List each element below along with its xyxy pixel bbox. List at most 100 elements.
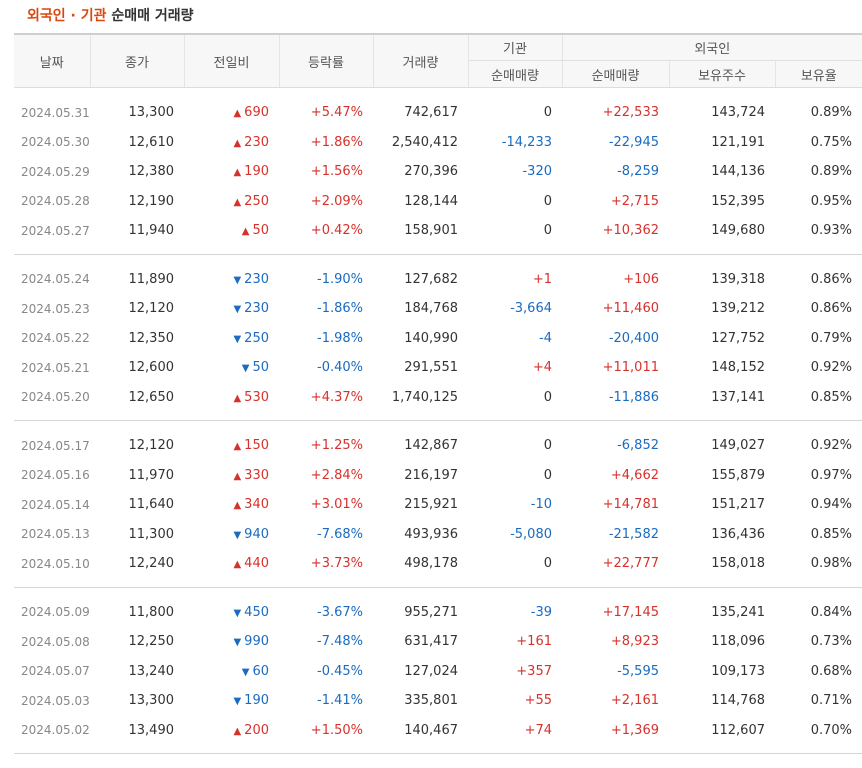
cell-change-value: 190 (244, 693, 269, 709)
cell-holdings: 143,724 (711, 105, 765, 121)
cell-close: 13,300 (128, 105, 175, 121)
cell-volume: 184,768 (404, 301, 458, 317)
cell-change: ▲ 150 (184, 431, 279, 461)
cell-close: 13,300 (128, 693, 175, 709)
table-row: 2024.05.07 13,240 ▼ 60 -0.45% 127,024 +357 -5,5… (14, 657, 862, 687)
cell-foreign-net: +17,145 (602, 604, 659, 620)
cell-inst-net: -39 (530, 604, 552, 620)
cell-rate: +1.50% (310, 722, 363, 738)
cell-close: 11,640 (128, 497, 175, 513)
cell-change-value: 440 (244, 556, 269, 572)
cell-inst-net: -5,080 (510, 526, 552, 542)
table-row: 2024.05.10 12,240 ▲ 440 +3.73% 498,178 0 +22,77… (14, 549, 862, 579)
cell-date: 2024.05.24 (21, 272, 90, 287)
table-row: 2024.05.27 11,940 ▲ 50 +0.42% 158,901 0 +10,362… (14, 216, 862, 246)
cell-date: 2024.05.02 (21, 723, 90, 738)
cell-holdings: 149,680 (711, 223, 765, 239)
cell-close: 12,380 (128, 164, 175, 180)
cell-ratio: 0.85% (810, 526, 853, 542)
cell-rate: -0.40% (317, 360, 363, 376)
table-row: 2024.05.22 12,350 ▼ 250 -1.98% 140,990 -4 -20,4… (14, 324, 862, 354)
cell-foreign-net: +2,715 (610, 193, 659, 209)
cell-rate: -7.48% (317, 634, 363, 650)
cell-volume: 127,682 (404, 271, 458, 287)
cell-ratio: 0.73% (810, 634, 853, 650)
cell-rate: +2.09% (310, 193, 363, 209)
cell-change: ▲ 690 (184, 98, 279, 128)
cell-rate: +3.73% (310, 556, 363, 572)
triangle-down-icon: ▼ (233, 304, 242, 316)
triangle-up-icon: ▲ (233, 196, 242, 208)
cell-inst-net: +357 (516, 663, 552, 679)
cell-rate: +1.86% (310, 134, 363, 150)
cell-volume: 158,901 (404, 223, 458, 239)
cell-close: 12,190 (128, 193, 175, 209)
cell-date: 2024.05.30 (21, 135, 90, 150)
cell-close: 13,490 (128, 722, 175, 738)
cell-inst-net: 0 (543, 105, 552, 121)
cell-ratio: 0.79% (810, 330, 853, 346)
cell-ratio: 0.92% (810, 438, 853, 454)
cell-volume: 291,551 (404, 360, 458, 376)
cell-change: ▼ 450 (184, 598, 279, 628)
cell-rate: -7.68% (317, 526, 363, 542)
cell-change-value: 50 (252, 360, 269, 376)
cell-change: ▲ 230 (184, 128, 279, 158)
cell-holdings: 151,217 (711, 497, 765, 513)
triangle-down-icon: ▼ (233, 333, 242, 345)
cell-date: 2024.05.14 (21, 497, 90, 512)
cell-ratio: 0.85% (810, 389, 853, 405)
cell-rate: -1.41% (317, 693, 363, 709)
cell-holdings: 137,141 (711, 389, 765, 405)
cell-change: ▲ 250 (184, 187, 279, 217)
cell-change-value: 250 (244, 330, 269, 346)
header-rate: 등락률 (278, 33, 373, 88)
triangle-up-icon: ▲ (233, 559, 242, 571)
cell-change: ▲ 190 (184, 157, 279, 187)
table-body: 2024.05.31 13,300 ▲ 690 +5.47% 742,617 0 +22,53… (14, 88, 862, 754)
cell-inst-net: -4 (539, 330, 552, 346)
header-volume: 거래량 (372, 33, 468, 88)
table-row: 2024.05.09 11,800 ▼ 450 -3.67% 955,271 -39 +17,… (14, 598, 862, 628)
cell-change: ▲ 200 (184, 716, 279, 746)
cell-change: ▼ 230 (184, 265, 279, 295)
cell-holdings: 118,096 (711, 634, 765, 650)
cell-volume: 2,540,412 (391, 134, 458, 150)
cell-close: 12,350 (128, 330, 175, 346)
triangle-up-icon: ▲ (233, 441, 242, 453)
cell-volume: 140,467 (404, 722, 458, 738)
header-change: 전일비 (183, 33, 279, 88)
cell-volume: 493,936 (404, 526, 458, 542)
cell-holdings: 136,436 (711, 526, 765, 542)
header-foreign-group: 외국인 (561, 33, 862, 61)
cell-change: ▲ 440 (184, 549, 279, 579)
cell-change: ▲ 50 (184, 216, 279, 246)
table-row: 2024.05.03 13,300 ▼ 190 -1.41% 335,801 +55 +2,1… (14, 686, 862, 716)
cell-holdings: 139,212 (711, 301, 765, 317)
cell-change-value: 530 (244, 389, 269, 405)
cell-rate: +1.25% (310, 438, 363, 454)
table-row: 2024.05.14 11,640 ▲ 340 +3.01% 215,921 -10 +14,… (14, 490, 862, 520)
header-inst-net: 순매매량 (467, 60, 562, 88)
cell-rate: +0.42% (310, 223, 363, 239)
cell-change-value: 190 (244, 164, 269, 180)
triangle-up-icon: ▲ (233, 167, 242, 179)
cell-ratio: 0.84% (810, 604, 853, 620)
cell-change-value: 200 (244, 722, 269, 738)
table-row: 2024.05.02 13,490 ▲ 200 +1.50% 140,467 +74 +1,3… (14, 716, 862, 746)
cell-holdings: 148,152 (711, 360, 765, 376)
cell-close: 11,940 (128, 223, 175, 239)
cell-ratio: 0.89% (810, 105, 853, 121)
cell-holdings: 114,768 (711, 693, 765, 709)
cell-inst-net: -10 (530, 497, 552, 513)
cell-rate: +2.84% (310, 467, 363, 483)
cell-volume: 128,144 (404, 193, 458, 209)
trading-volume-table: 날짜 종가 전일비 등락률 거래량 기관 외국인 순매매량 순매매량 보유주수 … (14, 33, 862, 754)
table-row: 2024.05.20 12,650 ▲ 530 +4.37% 1,740,125 0 -11,… (14, 383, 862, 413)
cell-close: 11,970 (128, 467, 175, 483)
cell-date: 2024.05.16 (21, 468, 90, 483)
cell-foreign-net: -21,582 (608, 526, 659, 542)
cell-holdings: 139,318 (711, 271, 765, 287)
triangle-up-icon: ▲ (233, 108, 242, 120)
cell-foreign-net: -8,259 (617, 164, 659, 180)
